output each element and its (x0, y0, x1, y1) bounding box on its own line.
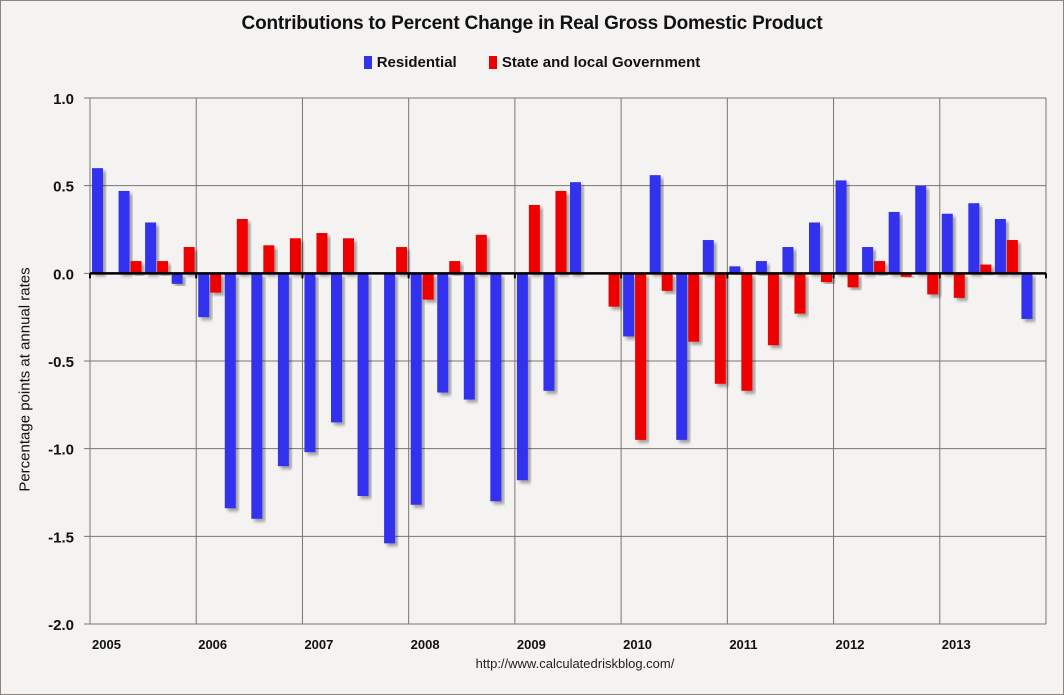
chart-title: Contributions to Percent Change in Real … (241, 13, 823, 34)
zero-axis (89, 272, 1047, 279)
y-tick-label: -1.5 (48, 529, 74, 546)
legend-label-state-local: State and local Government (501, 54, 701, 71)
bar-residential-2006Q2 (224, 273, 236, 509)
bar-state-local-2007Q2 (343, 238, 354, 274)
bar-residential-2009Q3 (570, 182, 581, 274)
legend-item-residential: Residential (363, 54, 457, 71)
y-tick-label: 1.0 (53, 91, 74, 108)
bar-residential-2012Q1 (835, 180, 847, 274)
bar-state-local-2012Q4 (927, 273, 939, 295)
bar-state-local-2009Q1 (528, 204, 540, 274)
bar-residential-2005Q3 (145, 222, 157, 274)
bar-residential-2008Q4 (490, 273, 502, 502)
y-tick-labels: 1.0 0.5 0.0 -0.5 -1.0 -1.5 -2.0 (48, 91, 74, 634)
bar-residential-2010Q2 (649, 175, 661, 274)
bar-residential-2013Q4 (1021, 273, 1033, 319)
bar-residential-2013Q3 (994, 218, 1006, 274)
bar-residential-2009Q2 (543, 273, 555, 391)
bar-residential-2010Q3 (676, 273, 688, 440)
bar-state-local-2011Q1 (741, 273, 753, 391)
bar-residential-2005Q2 (118, 190, 130, 274)
bar-residential-2012Q4 (915, 185, 927, 274)
bar-residential-2007Q2 (331, 273, 342, 423)
bar-state-local-2012Q1 (847, 273, 859, 288)
bar-state-local-2006Q1 (210, 273, 222, 293)
bar-state-local-2005Q4 (183, 247, 195, 274)
legend-item-state-local: State and local Government (488, 54, 701, 71)
bar-residential-2011Q1 (729, 266, 741, 274)
bars (92, 168, 1033, 544)
bar-state-local-2010Q1 (635, 273, 647, 440)
bar-state-local-2009Q2 (555, 190, 567, 274)
source-url: http://www.calculatedriskblog.com/ (475, 656, 675, 671)
y-axis-label: Percentage points at annual rates (16, 267, 34, 492)
bar-state-local-2011Q2 (767, 273, 779, 346)
bar-residential-2006Q1 (198, 273, 210, 318)
y-tick-label: 0.0 (53, 266, 74, 283)
bar-state-local-2013Q1 (953, 273, 965, 298)
bar-residential-2012Q2 (862, 247, 874, 274)
x-tick-label: 2007 (304, 637, 333, 652)
bar-state-local-2010Q4 (714, 273, 726, 384)
bar-state-local-2010Q3 (688, 273, 700, 342)
bar-state-local-2011Q3 (794, 273, 806, 314)
y-tick-label: -2.0 (48, 617, 74, 634)
bar-state-local-2008Q2 (449, 261, 461, 274)
bar-state-local-2008Q1 (422, 273, 434, 300)
bar-residential-2008Q1 (410, 273, 422, 505)
legend-swatch-residential (363, 56, 372, 69)
x-tick-label: 2005 (92, 637, 121, 652)
bar-residential-2006Q4 (277, 273, 289, 467)
bar-residential-2005Q1 (92, 168, 103, 274)
legend: Residential State and local Government (0, 54, 1064, 73)
bar-residential-2010Q4 (702, 240, 714, 274)
y-tick-label: 0.5 (53, 179, 74, 196)
y-tick-label: -0.5 (48, 354, 74, 371)
bar-residential-2005Q4 (171, 273, 183, 284)
x-tick-label: 2012 (836, 637, 865, 652)
bar-residential-2007Q4 (384, 273, 396, 544)
bar-state-local-2008Q3 (475, 234, 487, 274)
bar-residential-2008Q3 (463, 273, 475, 400)
bar-state-local-2012Q2 (874, 261, 886, 274)
x-tick-label: 2011 (729, 637, 757, 652)
x-tick-label: 2006 (198, 637, 227, 652)
bar-residential-2011Q2 (755, 261, 767, 274)
bar-state-local-2006Q4 (289, 238, 301, 274)
bar-residential-2011Q4 (809, 222, 820, 274)
bar-state-local-2005Q2 (130, 261, 142, 274)
bar-state-local-2009Q4 (608, 273, 620, 307)
bar-residential-2007Q1 (304, 273, 316, 453)
bar-state-local-2013Q3 (1006, 240, 1018, 274)
x-tick-label: 2008 (411, 637, 440, 652)
legend-label-residential: Residential (376, 54, 457, 71)
bar-residential-2010Q1 (623, 273, 635, 337)
bar-state-local-2007Q1 (316, 233, 328, 274)
x-tick-labels: 2005 2006 2007 2008 2009 2010 2011 2012 2013 (92, 637, 971, 652)
x-tick-label: 2009 (517, 637, 546, 652)
bar-residential-2006Q3 (251, 273, 263, 519)
bar-residential-2013Q1 (941, 213, 953, 274)
y-tick-label: -1.0 (48, 442, 74, 459)
bar-state-local-2006Q2 (236, 218, 248, 274)
x-tick-label: 2013 (942, 637, 971, 652)
legend-swatch-state-local (488, 56, 497, 69)
bar-state-local-2006Q3 (263, 245, 275, 274)
bar-residential-2007Q3 (357, 273, 369, 497)
bar-residential-2011Q3 (782, 247, 794, 274)
bar-state-local-2010Q2 (661, 273, 673, 291)
bar-state-local-2013Q2 (980, 264, 992, 274)
bar-state-local-2011Q4 (821, 273, 832, 283)
bar-residential-2012Q3 (888, 211, 900, 274)
bar-state-local-2007Q4 (396, 247, 408, 274)
bar-residential-2009Q1 (516, 273, 528, 481)
bar-residential-2013Q2 (968, 203, 980, 274)
bar-state-local-2005Q3 (157, 261, 169, 274)
bar-state-local-2012Q3 (900, 273, 912, 277)
bar-residential-2008Q2 (437, 273, 449, 393)
x-tick-label: 2010 (623, 637, 652, 652)
